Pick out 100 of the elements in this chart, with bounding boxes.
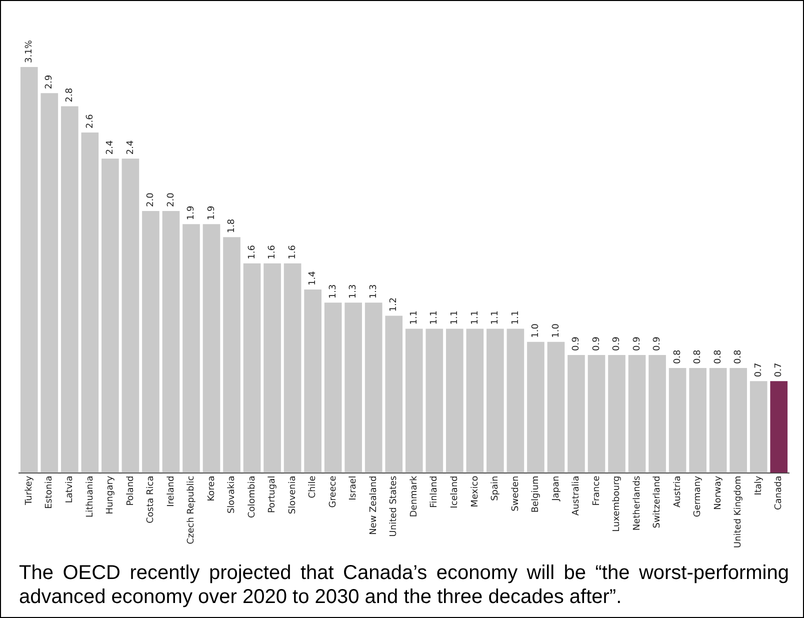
x-tick-label: Colombia xyxy=(247,476,258,518)
x-tick-label: Norway xyxy=(713,475,724,510)
bar xyxy=(668,368,686,473)
bar xyxy=(466,328,484,473)
data-label: 1.1 xyxy=(470,310,480,325)
bar xyxy=(324,302,342,473)
bar xyxy=(122,158,140,473)
data-label: 0.9 xyxy=(592,336,602,351)
x-tick-label: Israel xyxy=(348,476,359,500)
bar xyxy=(364,302,382,473)
data-label: 2.0 xyxy=(146,192,156,207)
x-tick-label: Canada xyxy=(774,476,784,510)
data-label: 1.3 xyxy=(368,284,379,299)
data-label: 0.7 xyxy=(774,362,784,378)
bar xyxy=(446,328,464,473)
data-label: 1.6 xyxy=(247,244,258,260)
x-tick-label: Austria xyxy=(672,476,683,508)
x-tick-label: Estonia xyxy=(44,476,55,509)
bar xyxy=(547,342,565,473)
data-label: 2.8 xyxy=(65,88,75,102)
data-label: 0.8 xyxy=(713,349,724,364)
data-label: 1.0 xyxy=(551,323,562,338)
bar xyxy=(648,354,666,473)
bar xyxy=(426,328,444,473)
bar xyxy=(730,368,748,473)
bar xyxy=(223,237,240,473)
x-tick-label: Slovenia xyxy=(288,476,298,514)
data-label: 0.9 xyxy=(632,336,642,351)
bar xyxy=(182,224,200,473)
bar xyxy=(770,381,788,473)
x-tick-label: Italy xyxy=(754,475,764,496)
x-tick-label: Portugal xyxy=(268,476,278,514)
x-tick-label: New Zealand xyxy=(368,476,379,535)
bar xyxy=(304,290,322,473)
data-label: 0.8 xyxy=(672,349,683,364)
data-label: 1.6 xyxy=(288,244,298,260)
x-tick-label: Latvia xyxy=(65,476,75,504)
data-label: 2.4 xyxy=(106,140,116,155)
bar xyxy=(40,93,58,473)
bar xyxy=(243,263,261,473)
data-label: 1.2 xyxy=(389,297,400,312)
bar xyxy=(506,328,524,473)
x-tick-label: France xyxy=(592,475,602,506)
bar xyxy=(385,316,403,473)
data-label: 1.1 xyxy=(430,310,440,325)
data-label: 1.1 xyxy=(450,310,460,325)
bar xyxy=(162,210,180,473)
data-label: 1.1 xyxy=(490,310,501,325)
x-tick-label: Luxembourg xyxy=(612,476,622,532)
x-tick-label: Iceland xyxy=(450,476,460,508)
x-tick-label: Korea xyxy=(206,476,217,502)
bar xyxy=(264,263,281,473)
data-label: 1.8 xyxy=(227,218,238,234)
bar xyxy=(568,354,585,473)
x-tick-label: Belgium xyxy=(531,476,542,513)
data-label: 0.9 xyxy=(572,336,582,351)
data-label: 1.4 xyxy=(308,270,318,286)
x-tick-label: Czech Republic xyxy=(186,476,197,544)
data-label: 0.9 xyxy=(612,336,622,351)
x-tick-label: Spain xyxy=(490,476,501,501)
bar xyxy=(60,106,78,473)
bar xyxy=(709,368,727,473)
x-tick-label: Japan xyxy=(551,476,562,502)
x-tick-label: Costa Rica xyxy=(146,476,156,524)
data-label: 1.3 xyxy=(328,284,338,299)
x-tick-label: Chile xyxy=(308,475,318,498)
bar xyxy=(102,158,119,473)
data-label: 2.9 xyxy=(44,74,55,90)
bar xyxy=(81,132,99,473)
bar xyxy=(486,328,504,473)
x-tick-label: Turkey xyxy=(24,475,34,506)
data-label: 1.3 xyxy=(348,284,359,299)
bar xyxy=(689,368,706,473)
x-tick-label: Finland xyxy=(430,476,440,508)
x-tick-label: United Kingdom xyxy=(734,476,744,548)
bar xyxy=(750,381,768,473)
bar xyxy=(588,354,606,473)
data-label: 0.9 xyxy=(652,336,663,351)
bar xyxy=(628,354,646,473)
x-tick-label: Netherlands xyxy=(632,475,642,531)
bar xyxy=(20,67,38,473)
bar xyxy=(527,342,544,473)
bar xyxy=(202,224,220,473)
x-tick-label: Greece xyxy=(328,475,338,508)
x-tick-label: Hungary xyxy=(106,475,116,514)
x-tick-label: Germany xyxy=(693,475,704,518)
x-tick-label: Australia xyxy=(572,476,582,516)
x-tick-label: United States xyxy=(389,475,400,537)
x-tick-label: Ireland xyxy=(166,476,176,507)
x-tick-label: Lithuania xyxy=(85,476,96,518)
data-label: 1.0 xyxy=(531,323,542,338)
bar xyxy=(142,210,160,473)
x-tick-label: Sweden xyxy=(510,476,521,512)
text: The OECD recently projected that Canada’s economy will be “the worst-performing advanced economy over 2020 to 2030 and the three decades after”. xyxy=(19,561,789,609)
x-tick-label: Mexico xyxy=(470,475,480,508)
data-label: 1.9 xyxy=(206,205,217,220)
data-label: 1.1 xyxy=(510,310,521,325)
data-label: 1.6 xyxy=(268,244,278,260)
data-label: 0.8 xyxy=(734,349,744,364)
data-label: 1.1 xyxy=(409,310,420,325)
